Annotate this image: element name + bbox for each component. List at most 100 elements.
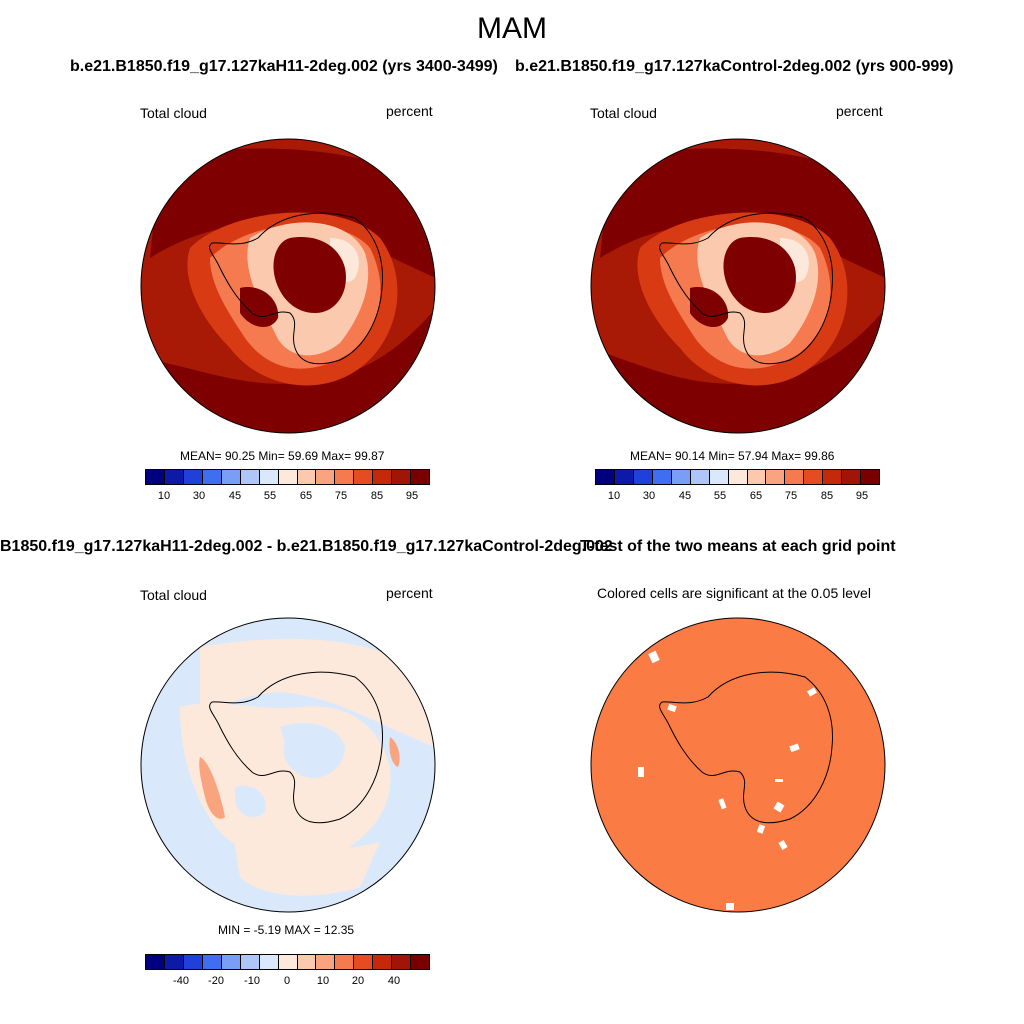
colorbar-tick: -40	[173, 975, 189, 987]
colorbar-tick: 65	[749, 490, 763, 502]
colorbar-swatch	[411, 470, 430, 484]
colorbar-swatch	[278, 470, 298, 484]
cloud-band-dark-south	[591, 308, 885, 433]
cloud-center-dark	[273, 237, 346, 313]
stats-top-right: MEAN= 90.14 Min= 57.94 Max= 99.86	[630, 449, 835, 463]
diff-positive-north	[200, 638, 435, 747]
colorbar-swatch	[335, 470, 355, 484]
non-significant-cell	[726, 903, 734, 910]
non-significant-cell	[648, 650, 660, 664]
colorbar-tick: 55	[263, 490, 277, 502]
colorbar-swatch	[297, 470, 317, 484]
colorbar-swatch	[766, 470, 786, 484]
colorbar-top-right	[595, 469, 880, 485]
colorbar-swatch	[221, 470, 241, 484]
polar-map-top-left	[140, 138, 436, 434]
colorbar-swatch	[709, 470, 729, 484]
colorbar-swatch	[690, 470, 710, 484]
colorbar-swatch	[785, 470, 805, 484]
colorbar-swatch	[633, 470, 653, 484]
antarctica-coastline	[209, 212, 384, 365]
colorbar-tick: 55	[713, 490, 727, 502]
colorbar-swatch	[221, 955, 241, 969]
colorbar-swatch	[747, 470, 767, 484]
colorbar-swatch	[259, 470, 279, 484]
colorbar-swatch	[861, 470, 880, 484]
colorbar-swatch	[202, 470, 222, 484]
colorbar-tick: 10	[316, 975, 330, 987]
non-significant-cell	[718, 798, 727, 810]
antarctica-coastline	[659, 671, 834, 824]
colorbar-swatch	[842, 470, 862, 484]
colorbar-swatch	[411, 955, 430, 969]
colorbar-swatch	[259, 955, 279, 969]
colorbar-tick: -20	[208, 975, 224, 987]
colorbar-top-left	[145, 469, 430, 485]
antarctica-coastline	[659, 212, 834, 365]
colorbar-tick: 20	[351, 975, 365, 987]
colorbar-swatch	[164, 470, 184, 484]
colorbar-tick: -10	[244, 975, 260, 987]
colorbar-tick: 10	[607, 490, 621, 502]
cloud-band-dark-south	[141, 308, 435, 433]
diff-negative-center-2	[235, 785, 266, 818]
colorbar-tick: 10	[157, 490, 171, 502]
colorbar-swatch	[240, 470, 260, 484]
non-significant-cell	[789, 743, 800, 753]
colorbar-swatch	[354, 955, 374, 969]
colorbar-swatch	[373, 955, 393, 969]
figure-title: MAM	[477, 12, 547, 45]
diff-strong-positive	[199, 757, 225, 819]
colorbar-swatch	[183, 470, 203, 484]
colorbar-tick: 45	[228, 490, 242, 502]
stats-bottom-left: MIN = -5.19 MAX = 12.35	[218, 923, 355, 937]
colorbar-swatch	[240, 955, 260, 969]
diff-negative-center	[280, 723, 345, 778]
ttest-subtitle: Colored cells are significant at the 0.0…	[597, 585, 871, 601]
diff-positive-south	[230, 817, 380, 896]
colorbar-tick: 75	[784, 490, 798, 502]
map-border	[590, 617, 886, 913]
colorbar-swatch	[652, 470, 672, 484]
stats-top-left: MEAN= 90.25 Min= 59.69 Max= 99.87	[180, 449, 385, 463]
units-label-top-left: percent	[386, 103, 433, 119]
polar-map-bottom-right	[590, 617, 886, 913]
colorbar-tick: 0	[283, 975, 291, 987]
non-significant-cell	[778, 840, 788, 850]
colorbar-swatch	[392, 955, 412, 969]
non-significant-cell	[775, 779, 783, 782]
map-border	[140, 617, 436, 913]
colorbar-tick: 75	[334, 490, 348, 502]
polar-map-top-right	[590, 138, 886, 434]
colorbar-swatch	[297, 955, 317, 969]
colorbar-swatch	[728, 470, 748, 484]
colorbar-swatch	[164, 955, 184, 969]
colorbar-tick: 95	[855, 490, 869, 502]
colorbar-swatch	[671, 470, 691, 484]
non-significant-cell	[807, 687, 817, 697]
polar-map-bottom-left	[140, 617, 436, 913]
colorbar-tick: 45	[678, 490, 692, 502]
colorbar-tick: 40	[387, 975, 401, 987]
colorbar-swatch	[614, 470, 634, 484]
map-border	[590, 138, 886, 434]
map-border	[140, 138, 436, 434]
colorbar-tick: 85	[370, 490, 384, 502]
non-significant-cell	[667, 703, 677, 713]
variable-label-bottom-left: Total cloud	[140, 587, 207, 603]
colorbar-swatch	[354, 470, 374, 484]
panel-header-bottom-right: T-test of the two means at each grid poi…	[580, 538, 896, 555]
non-significant-cell	[638, 767, 644, 777]
variable-label-top-left: Total cloud	[140, 105, 207, 121]
colorbar-tick: 85	[820, 490, 834, 502]
colorbar-swatch	[146, 955, 165, 969]
cloud-center-dark	[723, 237, 796, 313]
colorbar-swatch	[392, 470, 412, 484]
panel-header-bottom-left: B1850.f19_g17.127kaH11-2deg.002 - b.e21.…	[0, 538, 613, 555]
colorbar-swatch	[823, 470, 843, 484]
cloud-center-dark-2	[240, 287, 279, 328]
colorbar-tick: 30	[642, 490, 656, 502]
colorbar-swatch	[596, 470, 615, 484]
colorbar-swatch	[316, 955, 336, 969]
colorbar-swatch	[373, 470, 393, 484]
